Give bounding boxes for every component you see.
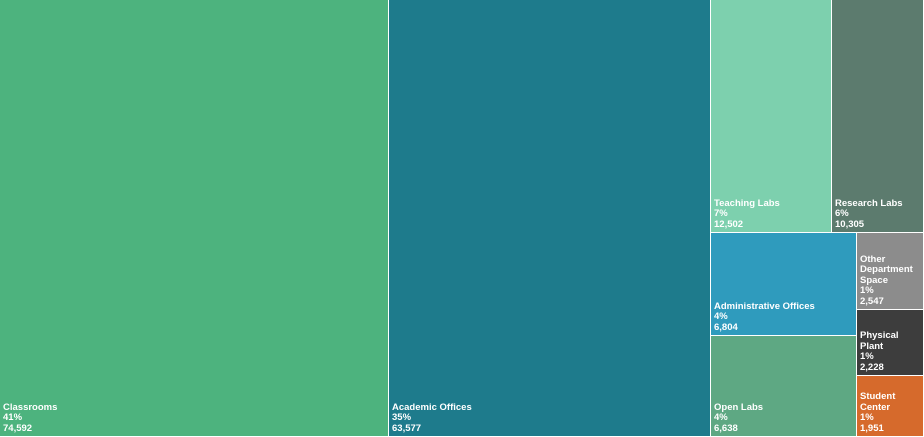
treemap-tile-classrooms[interactable]: Classrooms 41% 74,592: [0, 0, 389, 437]
tile-percent: 1%: [860, 285, 874, 296]
treemap-tile-research-labs[interactable]: Research Labs 6% 10,305: [832, 0, 924, 233]
tile-value: 10,305: [835, 218, 865, 230]
tile-value: 6,804: [714, 321, 738, 333]
tile-value: 63,577: [392, 422, 422, 434]
tile-label: Other Department Space: [860, 253, 913, 286]
tile-percent: 7%: [714, 208, 728, 219]
tile-percent: 41%: [3, 412, 23, 423]
tile-percent: 6%: [835, 208, 849, 219]
tile-label-group: Research Labs 6% 10,305: [835, 197, 903, 231]
tile-label-group: Classrooms 41% 74,592: [3, 401, 58, 435]
tile-percent: 35%: [392, 412, 412, 423]
treemap-tile-open-labs[interactable]: Open Labs 4% 6,638: [711, 336, 857, 437]
treemap-tile-teaching-labs[interactable]: Teaching Labs 7% 12,502: [711, 0, 832, 233]
tile-percent: 1%: [860, 412, 874, 423]
tile-label-group: Other Department Space 1% 2,547: [860, 253, 923, 308]
tile-label: Teaching Labs: [714, 197, 780, 209]
tile-label-group: Teaching Labs 7% 12,502: [714, 197, 780, 231]
tile-label: Administrative Offices: [714, 300, 815, 312]
tile-label: Open Labs: [714, 401, 764, 413]
tile-value: 6,638: [714, 422, 738, 434]
treemap-tile-physical-plant[interactable]: Physical Plant 1% 2,228: [857, 310, 924, 376]
tile-label-group: Open Labs 4% 6,638: [714, 401, 764, 435]
tile-percent: 4%: [714, 412, 728, 423]
treemap-tile-academic-offices[interactable]: Academic Offices 35% 63,577: [389, 0, 711, 437]
tile-label-group: Student Center 1% 1,951: [860, 391, 923, 434]
tile-value: 12,502: [714, 218, 744, 230]
tile-label: Classrooms: [3, 401, 58, 413]
tile-value: 2,228: [860, 361, 884, 373]
tile-label: Academic Offices: [392, 401, 472, 413]
tile-label-group: Academic Offices 35% 63,577: [392, 401, 472, 435]
tile-value: 1,951: [860, 422, 884, 434]
tile-value: 74,592: [3, 422, 33, 434]
tile-percent: 4%: [714, 311, 728, 322]
treemap-tile-other-department-space[interactable]: Other Department Space 1% 2,547: [857, 233, 924, 310]
tile-label: Physical Plant: [860, 330, 899, 352]
tile-percent: 1%: [860, 351, 874, 362]
treemap-tile-administrative-offices[interactable]: Administrative Offices 4% 6,804: [711, 233, 857, 336]
tile-value: 2,547: [860, 295, 884, 307]
tile-label-group: Physical Plant 1% 2,228: [860, 330, 923, 373]
treemap-tile-student-center[interactable]: Student Center 1% 1,951: [857, 376, 924, 437]
tile-label-group: Administrative Offices 4% 6,804: [714, 300, 815, 334]
tile-label: Student Center: [860, 391, 896, 413]
tile-label: Research Labs: [835, 197, 903, 209]
